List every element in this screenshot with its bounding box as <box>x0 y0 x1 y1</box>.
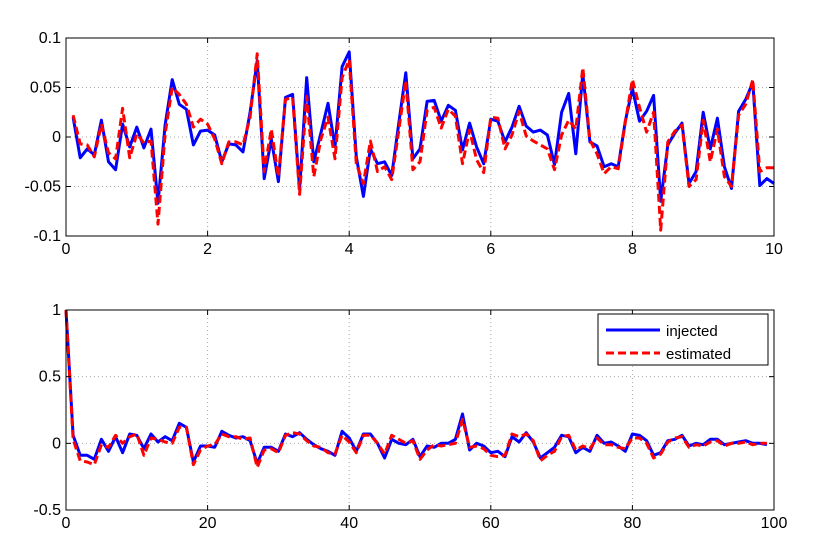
y-tick-label: -0.05 <box>25 179 62 196</box>
x-tick-label: 0 <box>62 241 71 258</box>
series-line-series-1 <box>71 52 774 232</box>
y-tick-label: -0.1 <box>33 228 61 245</box>
y-tick-label: 1 <box>52 302 61 319</box>
x-tick-label: 8 <box>628 241 637 258</box>
y-tick-label: -0.5 <box>33 502 61 519</box>
legend-box <box>597 313 769 366</box>
y-tick-label: 0 <box>52 435 61 452</box>
x-tick-label: 60 <box>482 515 500 532</box>
legend: injected estimated <box>597 313 769 366</box>
x-tick-label: 0 <box>62 515 71 532</box>
x-tick-label: 100 <box>761 515 788 532</box>
y-tick-label: 0 <box>52 129 61 146</box>
y-tick-label: 0.05 <box>30 80 61 97</box>
y-tick-label: 0.1 <box>39 30 61 47</box>
top-plot: 0 2 4 6 8 10 0.1 0.05 0 -0.05 -0.1 <box>25 30 783 258</box>
x-tick-label: 20 <box>199 515 217 532</box>
legend-label-injected: injected <box>666 323 718 340</box>
legend-label-estimated: estimated <box>666 346 731 363</box>
x-tick-label: 80 <box>624 515 642 532</box>
plot-area <box>66 38 774 236</box>
y-tick-label: 0.5 <box>39 369 61 386</box>
series-line-estimated <box>64 309 767 469</box>
x-tick-label: 2 <box>203 241 212 258</box>
x-tick-label: 10 <box>765 241 783 258</box>
x-tick-label: 40 <box>340 515 358 532</box>
x-tick-label: 6 <box>486 241 495 258</box>
plot-frame <box>65 309 775 511</box>
x-tick-label: 4 <box>345 241 354 258</box>
